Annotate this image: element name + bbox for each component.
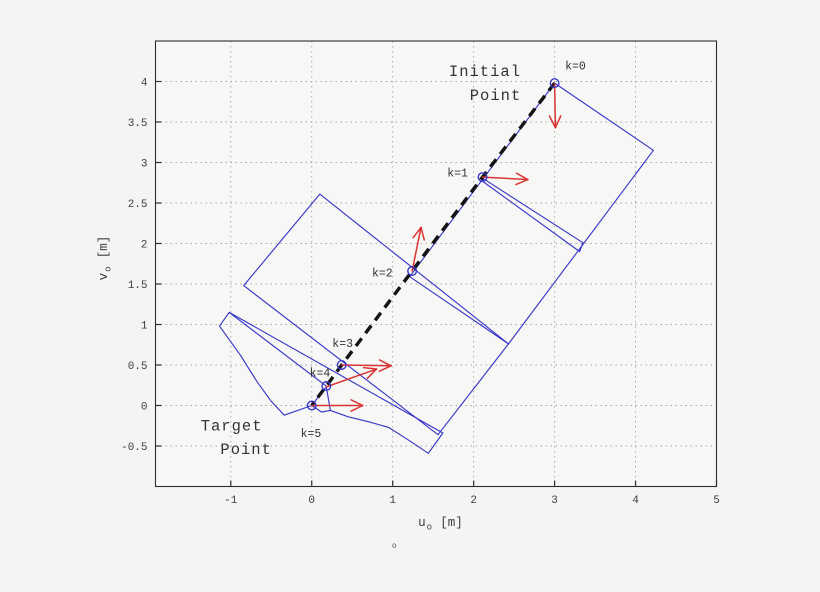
- trajectory-point-k0: [549, 78, 560, 89]
- y-tick-label: 0: [141, 402, 148, 414]
- trajectory-path: [310, 82, 556, 407]
- arrow-head: [350, 404, 364, 412]
- y-axis-label: vo [m]: [97, 236, 114, 281]
- x-axis-label: uo [m]: [418, 516, 463, 533]
- point-label-k2: k=2: [372, 268, 393, 281]
- point-label-k4: k=4: [310, 367, 331, 380]
- arrow-head: [554, 115, 562, 129]
- heading-arrow-k0: [548, 83, 562, 129]
- trajectory-point-k1: [477, 172, 488, 183]
- heading-arrow-k5: [310, 399, 364, 412]
- arrow-shaft: [481, 176, 529, 181]
- vehicle-outline-k2: [243, 193, 510, 436]
- point-label-k1: k=1: [447, 167, 468, 180]
- y-tick-label: 2.5: [128, 199, 148, 211]
- x-tick-label: 3: [551, 495, 558, 507]
- tick-marks: [155, 80, 718, 487]
- initial-point-label: Initial Point: [449, 63, 522, 105]
- point-label-k0: k=0: [565, 60, 586, 73]
- arrow-head: [350, 399, 364, 407]
- annotation-line: Initial: [449, 63, 521, 81]
- trajectory-point-k2: [407, 266, 418, 277]
- annotation-line: Point: [220, 441, 272, 459]
- heading-arrow-k4: [325, 366, 378, 388]
- arrow-shaft: [325, 368, 378, 388]
- y-tick-label: 3.5: [128, 118, 148, 130]
- y-tick-label: -0.5: [121, 442, 147, 454]
- stray-glyph: o: [392, 542, 397, 551]
- heading-arrow-k2: [411, 226, 425, 272]
- y-tick-label: 0.5: [128, 361, 148, 373]
- x-tick-label: 5: [713, 495, 720, 507]
- grid: [155, 41, 717, 487]
- trajectory-point-k4: [321, 381, 332, 392]
- y-tick-label: 2: [141, 240, 148, 252]
- point-label-k5: k=5: [301, 428, 322, 441]
- heading-arrows: [310, 83, 562, 412]
- x-tick-label: 2: [470, 495, 477, 507]
- x-tick-label: 1: [389, 495, 396, 507]
- target-point-label: Target Point: [201, 418, 272, 459]
- annotation-line: Target: [201, 418, 263, 436]
- point-label-k3: k=3: [332, 338, 353, 351]
- trajectory-points: [306, 78, 560, 411]
- y-tick-label: 1.5: [128, 280, 148, 292]
- heading-arrow-k3: [340, 359, 392, 373]
- arrow-head: [548, 115, 557, 129]
- vehicle-edge-fold: [228, 311, 327, 387]
- y-tick-label: 1: [141, 321, 148, 333]
- arrow-head: [378, 359, 392, 367]
- arrow-head: [378, 365, 392, 373]
- x-tick-label: 4: [632, 495, 639, 507]
- annotation-line: Point: [470, 87, 522, 105]
- trajectory-point-k5: [306, 400, 317, 411]
- arrow-shaft: [411, 226, 422, 272]
- arrow-head: [366, 368, 378, 380]
- x-tick-label: -1: [224, 495, 238, 507]
- y-tick-label: 3: [141, 159, 148, 171]
- arrow-head: [515, 178, 529, 186]
- arrow-head: [412, 226, 422, 239]
- trajectory-point-k3: [336, 360, 347, 371]
- vehicle-swept-region: [218, 311, 444, 454]
- axes-box: [154, 40, 718, 488]
- arrow-head: [420, 226, 425, 241]
- arrow-shaft: [553, 83, 557, 129]
- y-tick-label: 4: [141, 78, 148, 90]
- heading-arrow-k1: [481, 172, 529, 186]
- arrow-head: [515, 172, 529, 181]
- arrow-head: [362, 366, 378, 370]
- arrow-shaft: [340, 364, 392, 367]
- x-tick-label: 0: [308, 495, 315, 507]
- plot-area: [155, 41, 717, 487]
